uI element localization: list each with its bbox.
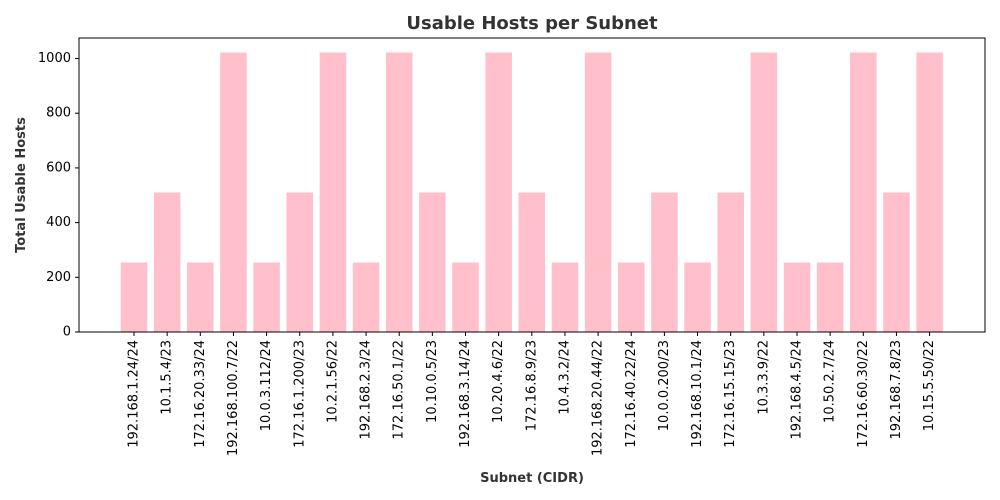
- bar-13: [551, 262, 579, 332]
- bar-2: [187, 262, 214, 332]
- bar-7: [352, 262, 380, 332]
- bar-3: [220, 52, 247, 333]
- bars-group: [120, 52, 943, 333]
- x-tick-label-0: 192.168.1.24/24: [127, 340, 142, 448]
- x-tick-label-22: 172.16.60.30/22: [856, 340, 871, 448]
- y-tick-label-5: 1000: [38, 51, 71, 66]
- bar-17: [684, 262, 711, 332]
- bar-14: [584, 52, 612, 333]
- bar-12: [518, 192, 546, 332]
- x-tick-label-19: 10.3.3.9/22: [756, 340, 771, 415]
- bar-5: [286, 192, 314, 332]
- x-tick-label-6: 10.2.1.56/22: [325, 340, 340, 423]
- y-tick-label-1: 200: [46, 270, 71, 285]
- bar-0: [120, 262, 148, 332]
- y-tick-label-2: 400: [46, 215, 71, 230]
- x-tick-label-5: 172.16.1.200/23: [292, 340, 307, 448]
- bar-19: [750, 52, 778, 333]
- x-tick-label-12: 172.16.8.9/23: [524, 340, 539, 431]
- x-tick-label-8: 172.16.50.1/22: [392, 340, 407, 440]
- bar-24: [916, 52, 943, 333]
- x-tick-label-1: 10.1.5.4/23: [160, 340, 175, 415]
- x-tick-label-11: 10.20.4.6/22: [491, 340, 506, 423]
- x-axis-label: Subnet (CIDR): [480, 471, 584, 486]
- y-tick-label-0: 0: [63, 325, 71, 340]
- bar-23: [883, 192, 910, 332]
- y-tick-label-3: 600: [46, 160, 71, 175]
- bar-21: [816, 262, 844, 332]
- x-tick-label-15: 172.16.40.22/24: [624, 340, 639, 448]
- bar-11: [485, 52, 512, 333]
- bar-15: [617, 262, 645, 332]
- y-axis-label: Total Usable Hosts: [14, 117, 29, 253]
- x-tick-label-2: 172.16.20.33/24: [193, 340, 208, 448]
- x-tick-label-14: 192.168.20.44/22: [591, 340, 606, 456]
- x-tick-label-4: 10.0.3.112/24: [259, 340, 274, 431]
- x-tick-label-13: 10.4.3.2/24: [557, 340, 572, 415]
- bar-16: [651, 192, 678, 332]
- x-tick-label-20: 192.168.4.5/24: [790, 340, 805, 440]
- y-axis: 0 200 400 600 800 1000: [38, 51, 79, 340]
- bar-9: [419, 192, 446, 332]
- bar-8: [385, 52, 413, 333]
- x-tick-label-17: 192.168.10.1/24: [690, 340, 705, 448]
- x-tick-label-21: 10.50.2.7/24: [823, 340, 838, 423]
- y-tick-label-4: 800: [46, 106, 71, 121]
- bar-22: [850, 52, 877, 333]
- plot-frame: [78, 37, 986, 333]
- bar-1: [153, 192, 181, 332]
- x-tick-label-7: 192.168.2.3/24: [359, 340, 374, 440]
- x-tick-label-16: 10.0.0.200/23: [657, 340, 672, 431]
- x-axis: 192.168.1.24/24 10.1.5.4/23 172.16.20.33/2…: [127, 332, 937, 456]
- x-tick-label-24: 10.15.5.50/22: [922, 340, 937, 431]
- bar-4: [253, 262, 280, 332]
- x-tick-label-10: 192.168.3.14/24: [458, 340, 473, 448]
- chart-title: Usable Hosts per Subnet: [406, 13, 658, 34]
- bar-10: [452, 262, 479, 332]
- x-tick-label-3: 192.168.100.7/22: [226, 340, 241, 456]
- bar-20: [783, 262, 811, 332]
- x-tick-label-18: 172.16.15.15/23: [723, 340, 738, 448]
- bar-18: [717, 192, 744, 332]
- bar-6: [319, 52, 347, 333]
- x-tick-label-9: 10.10.0.5/23: [425, 340, 440, 423]
- x-tick-label-23: 192.168.7.8/23: [889, 340, 904, 440]
